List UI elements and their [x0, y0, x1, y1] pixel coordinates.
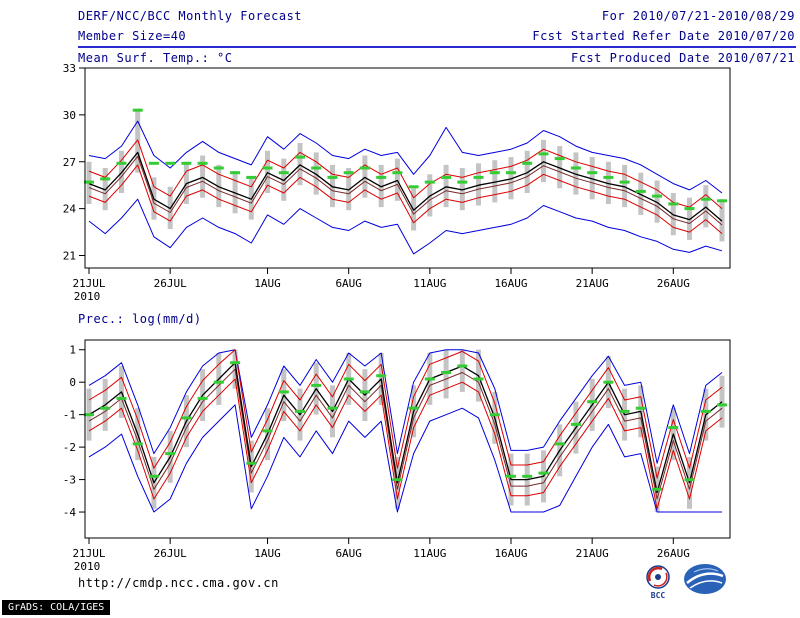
x-tick-label: 21JUL	[72, 547, 105, 560]
series-ensemble-mean	[88, 151, 723, 222]
x-axis-year-label: 2010	[74, 560, 101, 573]
series-minus-sigma	[88, 378, 723, 510]
chart-main-title: DERF/NCC/BCC Monthly Forecast	[78, 9, 303, 23]
precip-chart-title: Prec.: log(mm/d)	[78, 312, 202, 326]
cma-logo	[684, 564, 726, 594]
x-axis-year-label: 2010	[74, 290, 101, 303]
x-tick-label: 21JUL	[72, 277, 105, 290]
series-ensemble-max	[88, 120, 723, 194]
series-ensemble-min	[88, 198, 723, 255]
x-tick-label: 26JUL	[154, 547, 187, 560]
x-tick-label: 16AUG	[494, 547, 527, 560]
forecast-range-label: For 2010/07/21-2010/08/29	[601, 9, 795, 23]
y-tick-label: 21	[63, 250, 76, 263]
plot-frame	[84, 67, 731, 269]
header-separator-line	[78, 46, 796, 48]
precipitation-chart: -4 -3 -2 -1 0 1 21JUL 26JUL 1AUG 6AUG 11AUG 16AUG 21…	[63, 339, 731, 573]
x-tick-label: 1AUG	[254, 547, 281, 560]
series-ensemble-min	[88, 404, 722, 513]
y-tick-label: 30	[63, 109, 76, 122]
bcc-logo	[646, 565, 670, 589]
bcc-logo-caption: BCC	[650, 591, 666, 600]
source-url: http://cmdp.ncc.cma.gov.cn	[78, 576, 279, 590]
x-tick-label: 21AUG	[576, 277, 609, 290]
series-plus-sigma	[88, 139, 723, 209]
series-control-run	[88, 155, 723, 226]
x-tick-label: 26AUG	[657, 277, 690, 290]
y-tick-label: 33	[63, 62, 76, 75]
y-tick-label: 1	[69, 344, 76, 357]
y-tick-label: -1	[63, 409, 76, 422]
x-tick-label: 6AUG	[335, 547, 362, 560]
y-tick-label: -2	[63, 441, 76, 454]
temp-chart-title: Mean Surf. Temp.: °C	[78, 51, 233, 65]
series-ensemble-max	[88, 349, 723, 464]
x-tick-label: 11AUG	[413, 547, 446, 560]
series-minus-sigma	[88, 164, 723, 234]
x-tick-label: 1AUG	[254, 277, 281, 290]
refer-date-label: Fcst Started Refer Date 2010/07/20	[532, 29, 795, 43]
plot-frame	[84, 339, 731, 539]
grads-credit-strip: GrADS: COLA/IGES	[2, 600, 111, 615]
series-ensemble-mean	[88, 362, 723, 494]
produced-date-label: Fcst Produced Date 2010/07/21	[570, 51, 795, 65]
y-tick-label: 24	[63, 203, 77, 216]
temperature-chart: 21 24 27 30 33 21JUL 26JUL 1AUG 6AUG 11AUG 16AUG 21…	[63, 62, 731, 303]
x-tick-label: 21AUG	[576, 547, 609, 560]
y-tick-label: 27	[63, 156, 76, 169]
x-tick-label: 26AUG	[657, 547, 690, 560]
x-tick-label: 11AUG	[413, 277, 446, 290]
median-markers	[84, 361, 727, 491]
x-tick-label: 6AUG	[335, 277, 362, 290]
series-plus-sigma	[88, 349, 723, 479]
median-markers	[84, 108, 727, 211]
y-tick-label: -4	[63, 506, 77, 519]
y-tick-label: -3	[63, 474, 76, 487]
series-control-run	[88, 368, 723, 500]
x-tick-label: 26JUL	[154, 277, 187, 290]
member-size-label: Member Size=40	[78, 29, 187, 43]
ensemble-spread-bars	[86, 108, 725, 242]
x-tick-label: 16AUG	[494, 277, 527, 290]
y-tick-label: 0	[69, 376, 76, 389]
